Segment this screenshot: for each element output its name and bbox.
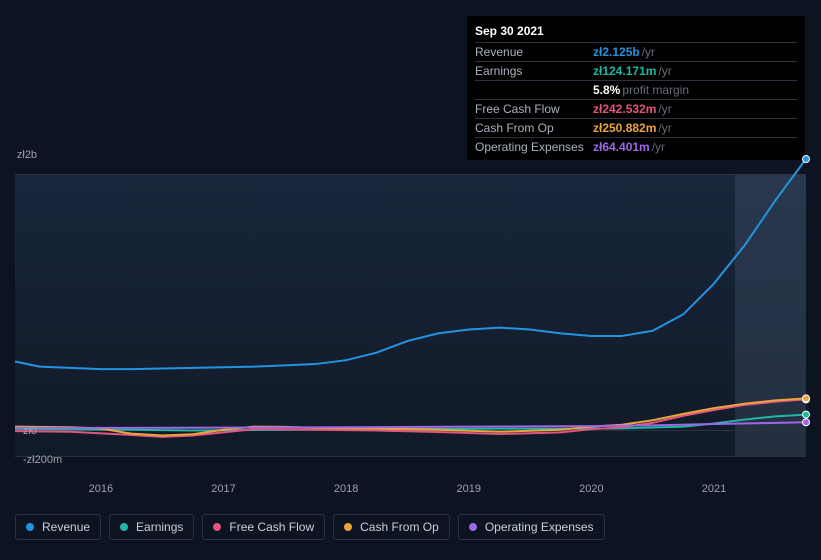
legend-label: Cash From Op bbox=[360, 520, 439, 534]
legend-label: Operating Expenses bbox=[485, 520, 594, 534]
legend-item-revenue[interactable]: Revenue bbox=[15, 514, 101, 540]
tooltip-row: Cash From Opzł250.882m /yr bbox=[475, 119, 797, 138]
tooltip-subvalue: 5.8% bbox=[593, 83, 620, 97]
legend-item-earnings[interactable]: Earnings bbox=[109, 514, 194, 540]
tooltip-date: Sep 30 2021 bbox=[475, 22, 797, 43]
plot-area[interactable] bbox=[15, 174, 806, 457]
tooltip-label: Cash From Op bbox=[475, 121, 593, 135]
legend-swatch bbox=[26, 523, 34, 531]
tooltip-subtext: profit margin bbox=[622, 83, 689, 97]
tooltip-value: zł124.171m bbox=[593, 64, 656, 78]
y-tick-top: zł2b bbox=[0, 149, 37, 161]
tooltip-unit: /yr bbox=[658, 64, 671, 78]
series-end-dot bbox=[803, 411, 810, 418]
x-tick: 2016 bbox=[89, 483, 113, 495]
x-tick: 2020 bbox=[579, 483, 603, 495]
legend-label: Revenue bbox=[42, 520, 90, 534]
tooltip-row: Earningszł124.171m /yr bbox=[475, 62, 797, 81]
tooltip-label: Operating Expenses bbox=[475, 140, 593, 154]
legend-swatch bbox=[213, 523, 221, 531]
legend-swatch bbox=[344, 523, 352, 531]
x-tick: 2021 bbox=[702, 483, 726, 495]
series-end-dot bbox=[803, 395, 810, 402]
tooltip-label: Free Cash Flow bbox=[475, 102, 593, 116]
series-revenue bbox=[15, 159, 806, 369]
legend-item-free-cash-flow[interactable]: Free Cash Flow bbox=[202, 514, 325, 540]
legend-swatch bbox=[469, 523, 477, 531]
series-end-dot bbox=[803, 156, 810, 163]
legend-label: Free Cash Flow bbox=[229, 520, 314, 534]
tooltip-row: Revenuezł2.125b /yr bbox=[475, 43, 797, 62]
tooltip-value: zł242.532m bbox=[593, 102, 656, 116]
legend-item-cash-from-op[interactable]: Cash From Op bbox=[333, 514, 450, 540]
tooltip-label: Earnings bbox=[475, 64, 593, 78]
tooltip-unit: /yr bbox=[658, 121, 671, 135]
x-axis-labels: 2016 2017 2018 2019 2020 2021 bbox=[15, 483, 806, 497]
chart-lines bbox=[15, 175, 806, 456]
x-tick: 2017 bbox=[211, 483, 235, 495]
tooltip-unit: /yr bbox=[658, 102, 671, 116]
tooltip-unit: /yr bbox=[642, 45, 655, 59]
legend-swatch bbox=[120, 523, 128, 531]
tooltip-value: zł250.882m bbox=[593, 121, 656, 135]
tooltip-unit: /yr bbox=[652, 140, 665, 154]
tooltip-row: Free Cash Flowzł242.532m /yr bbox=[475, 100, 797, 119]
data-tooltip: Sep 30 2021 Revenuezł2.125b /yrEarningsz… bbox=[467, 16, 805, 160]
series-free-cash-flow bbox=[15, 399, 806, 436]
y-tick-neg: -zł200m bbox=[23, 454, 62, 466]
legend-item-operating-expenses[interactable]: Operating Expenses bbox=[458, 514, 605, 540]
tooltip-value: zł2.125b bbox=[593, 45, 640, 59]
legend-label: Earnings bbox=[136, 520, 183, 534]
tooltip-subrow: 5.8% profit margin bbox=[475, 81, 797, 100]
x-tick: 2018 bbox=[334, 483, 358, 495]
legend: Revenue Earnings Free Cash Flow Cash From O… bbox=[15, 514, 605, 540]
chart: zł2b zł0 -zł200m 20162017201820192020202… bbox=[15, 155, 806, 475]
y-tick-zero: zł0 bbox=[0, 425, 37, 437]
tooltip-row: Operating Expenseszł64.401m /yr bbox=[475, 138, 797, 156]
series-end-dot bbox=[803, 419, 810, 426]
tooltip-value: zł64.401m bbox=[593, 140, 650, 154]
tooltip-label: Revenue bbox=[475, 45, 593, 59]
x-tick: 2019 bbox=[457, 483, 481, 495]
